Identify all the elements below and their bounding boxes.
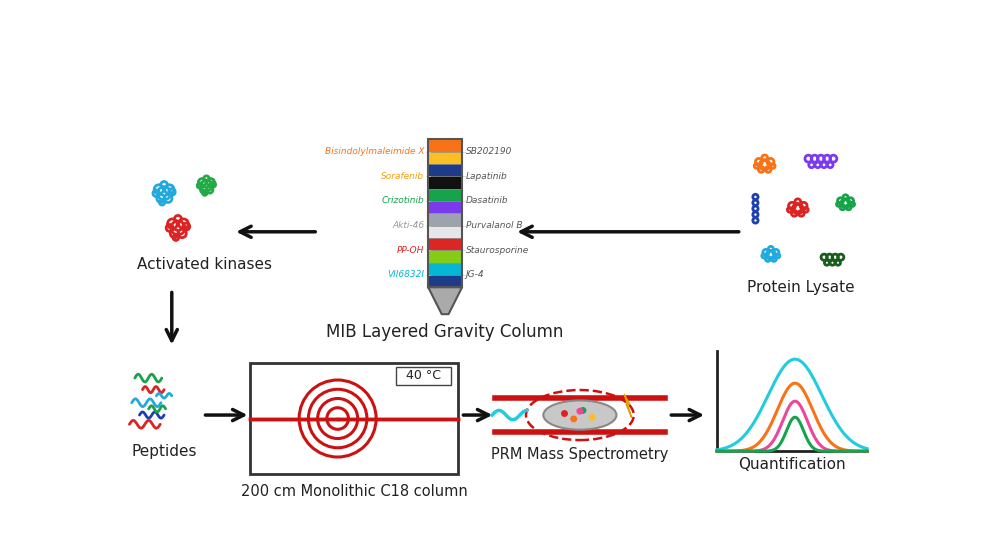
Circle shape [589,414,596,421]
Text: SB202190: SB202190 [466,147,512,156]
Bar [250,363,458,474]
Text: Activated kinases: Activated kinases [137,257,272,272]
Text: Peptides: Peptides [131,444,197,459]
Text: Protein Lysate: Protein Lysate [747,280,855,295]
Polygon shape [428,287,462,314]
Text: Purvalanol B: Purvalanol B [466,221,522,230]
Text: Dasatinib: Dasatinib [466,197,508,205]
Bar [428,213,462,226]
Bar [428,238,462,250]
Circle shape [561,410,568,417]
Bar [428,176,462,189]
Bar [428,189,462,201]
Text: JG-4: JG-4 [466,270,485,279]
Bar [428,140,462,152]
Text: Quantification: Quantification [738,458,846,473]
Circle shape [576,408,583,415]
Text: Staurosporine: Staurosporine [466,246,529,255]
Bar [428,263,462,275]
Text: PP-OH: PP-OH [397,246,425,255]
Bar [428,201,462,213]
Text: Sorafenib: Sorafenib [381,172,425,181]
Ellipse shape [544,400,617,429]
Text: VII6832I: VII6832I [387,270,425,279]
Text: Crizotinib: Crizotinib [381,197,425,205]
Bar [428,140,462,287]
Text: Lapatinib: Lapatinib [466,172,507,181]
Bar [428,250,462,263]
Text: 200 cm Monolithic C18 column: 200 cm Monolithic C18 column [241,484,468,498]
Text: Akti-46: Akti-46 [392,221,425,230]
Text: MIB Layered Gravity Column: MIB Layered Gravity Column [326,323,563,342]
FancyBboxPatch shape [396,367,451,385]
Circle shape [579,407,586,414]
Bar [428,275,462,287]
Bar [428,152,462,164]
Text: Bisindolylmaleimide X: Bisindolylmaleimide X [325,147,425,156]
Polygon shape [624,395,631,417]
Text: PRM Mass Spectrometry: PRM Mass Spectrometry [492,447,669,463]
Bar [428,164,462,176]
Text: 40 °C: 40 °C [406,369,441,383]
Circle shape [570,416,577,422]
Bar [428,226,462,238]
